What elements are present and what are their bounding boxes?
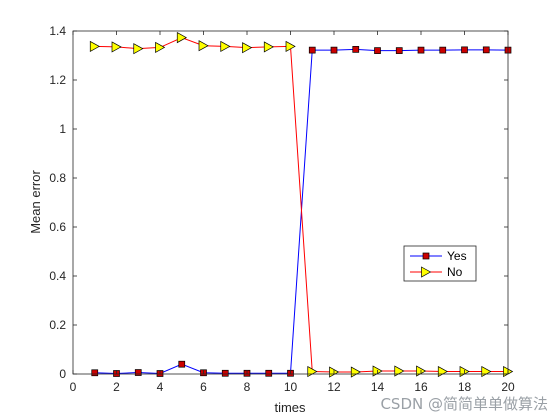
y-tick-label: 0.8: [49, 171, 66, 185]
y-tick-label: 1.4: [49, 24, 66, 38]
data-point-yes: [439, 46, 447, 54]
x-tick-label: 0: [70, 380, 77, 394]
x-tick-label: 16: [414, 380, 428, 394]
data-point-yes: [352, 46, 360, 53]
data-point-no: [394, 365, 405, 377]
data-point-yes: [330, 46, 338, 54]
y-axis-label: Mean error: [28, 170, 43, 234]
legend-label: Yes: [447, 249, 467, 263]
data-point-yes: [221, 369, 229, 377]
x-tick-label: 12: [327, 380, 341, 394]
y-tick-label: 0.2: [49, 318, 66, 332]
data-point-no: [89, 40, 100, 53]
data-point-yes: [265, 369, 273, 377]
data-point-yes: [178, 360, 186, 368]
x-tick-label: 14: [371, 380, 385, 394]
ticks-layer: 0 2 4 6 8 10 12 14 16 18 20 0 0.2 0.4 0.6 0.8 1 1.2 1.4: [49, 24, 515, 394]
watermark: CSDN @简简单单做算法: [380, 395, 548, 413]
y-tick-label: 1.2: [49, 73, 66, 87]
data-point-yes: [417, 46, 425, 54]
data-point-no: [155, 41, 166, 54]
data-point-yes: [374, 47, 381, 54]
x-tick-label: 4: [157, 380, 164, 394]
x-axis-label: times: [274, 400, 306, 415]
x-tick-label: 8: [244, 380, 251, 394]
data-point-yes: [134, 369, 142, 376]
legend-label: No: [447, 265, 463, 279]
data-point-yes: [482, 46, 490, 54]
data-point-yes: [91, 369, 99, 377]
legend-marker: [422, 252, 430, 260]
y-tick-label: 0: [59, 367, 66, 381]
data-point-no: [220, 40, 231, 53]
legend-box: [403, 245, 477, 282]
data-point-no: [242, 42, 253, 54]
y-tick-label: 1: [59, 122, 66, 136]
y-tick-label: 0.4: [49, 269, 66, 283]
data-point-no: [285, 40, 296, 53]
x-tick-label: 10: [284, 380, 298, 394]
data-point-no: [111, 41, 122, 53]
plot-area: [73, 31, 508, 374]
data-point-no: [176, 32, 187, 44]
series-no: [89, 32, 514, 378]
legend: Yes No: [403, 245, 477, 282]
data-point-no: [263, 41, 274, 53]
data-point-yes: [461, 46, 468, 54]
data-point-no: [350, 366, 361, 378]
x-tick-label: 20: [501, 380, 515, 394]
legend-marker: [421, 266, 432, 278]
data-point-no: [198, 40, 209, 52]
data-point-yes: [308, 46, 316, 54]
x-tick-label: 18: [458, 380, 472, 394]
data-point-yes: [395, 47, 403, 54]
x-tick-label: 2: [113, 380, 120, 394]
x-tick-label: 6: [200, 380, 207, 394]
data-point-no: [133, 43, 144, 55]
y-tick-label: 0.6: [49, 220, 66, 234]
